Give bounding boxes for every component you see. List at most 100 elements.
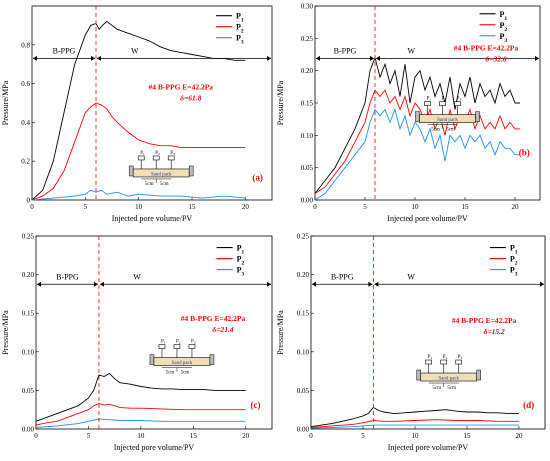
- phase-arrow-head: [97, 55, 101, 61]
- phase-arrow-head: [374, 281, 379, 287]
- panel-tag: (d): [523, 400, 534, 410]
- phase-arrow-head: [312, 281, 316, 287]
- y-axis-title: Pressure/MPa: [1, 310, 10, 355]
- pressure-tap-label: P1: [427, 97, 432, 102]
- plot-frame: [35, 235, 273, 430]
- x-tick-label: 10: [412, 432, 420, 440]
- sand-pack-schematic: P1 P2 P3 Sand pack 5cm 5cm: [415, 97, 480, 133]
- y-tick-label: 0.15: [301, 100, 314, 108]
- core-holder-outlet: [475, 111, 480, 122]
- series-line-p1: [31, 20, 246, 201]
- phase-label-bppg: B-PPG: [53, 46, 76, 55]
- legend-label: P3: [500, 32, 508, 44]
- y-tick-label: 0.05: [22, 387, 35, 395]
- y-tick-label: 0.15: [297, 310, 310, 318]
- core-holder-outlet: [209, 354, 215, 365]
- sand-pack-label: Sand pack: [437, 118, 458, 123]
- y-tick-label: 0.05: [301, 164, 314, 172]
- y-axis-title: Pressure/MPa: [276, 310, 285, 355]
- y-tick-label: 0.25: [297, 233, 310, 241]
- legend-label: P3: [236, 34, 244, 46]
- y-tick-label: 0.2: [21, 158, 30, 166]
- phase-arrow-head: [267, 55, 271, 61]
- y-axis-title: Pressure/MPa: [276, 80, 285, 125]
- condition-annotation: #4 B-PPG E=42.2Pa: [149, 82, 214, 91]
- pressure-gauge-box: [440, 359, 448, 365]
- pressure-gauge-box: [188, 344, 196, 349]
- series-line-p1: [314, 56, 520, 194]
- y-tick-label: 0.05: [297, 387, 310, 395]
- scale-label: 5cm: [166, 371, 175, 376]
- x-tick-label: 0: [309, 432, 313, 440]
- legend-label: P2: [237, 255, 245, 267]
- series-line-p2: [31, 102, 246, 201]
- series-line-p3: [35, 418, 246, 428]
- y-tick-label: 0: [27, 197, 31, 205]
- x-tick-label: 15: [464, 432, 472, 440]
- phase-arrow-head: [267, 281, 271, 287]
- y-tick-label: 0.15: [22, 310, 35, 318]
- x-tick-label: 0: [313, 203, 317, 211]
- x-tick-label: 15: [190, 432, 198, 440]
- core-holder-inlet: [128, 165, 134, 177]
- x-axis-title: Injected pore volume/PV: [388, 443, 469, 452]
- delta-annotation: δ=61.8: [180, 93, 201, 102]
- y-tick-label: 0.10: [297, 348, 310, 356]
- delta-annotation: δ=21.4: [212, 325, 233, 334]
- x-tick-label: 5: [363, 203, 367, 211]
- legend-label: P1: [236, 12, 244, 24]
- y-tick-label: 0.20: [301, 67, 314, 75]
- x-axis-title: Injected pore volume/PV: [114, 443, 195, 452]
- pressure-gauge-box: [158, 344, 166, 349]
- core-holder-outlet: [476, 369, 481, 381]
- phase-arrow-head: [316, 55, 320, 61]
- panel-tag: (b): [519, 147, 530, 157]
- panel-tag: (c): [250, 400, 260, 410]
- legend-label: P2: [500, 21, 508, 33]
- scale-label: 5cm: [447, 386, 456, 391]
- plot-frame: [31, 5, 273, 201]
- x-tick-label: 10: [412, 203, 420, 211]
- x-tick-label: 20: [516, 432, 524, 440]
- pressure-tap-label: P3: [458, 355, 463, 360]
- y-tick-label: 0.30: [301, 3, 314, 11]
- legend-label: P2: [236, 23, 244, 35]
- x-tick-label: 15: [189, 203, 197, 211]
- x-axis-title: Injected pore volume/PV: [112, 214, 193, 223]
- core-holder-inlet: [415, 111, 420, 122]
- legend-label: P1: [237, 244, 245, 256]
- x-tick-label: 20: [512, 203, 520, 211]
- pressure-gauge-box: [152, 155, 160, 161]
- y-tick-label: 0.25: [301, 35, 314, 43]
- phase-arrow-head: [535, 55, 539, 61]
- condition-annotation: #4 B-PPG E=42.2Pa: [452, 316, 517, 325]
- phase-label-water: W: [133, 272, 141, 281]
- scale-label: 5cm: [181, 371, 190, 376]
- phase-label-bppg: B-PPG: [334, 46, 357, 55]
- pressure-gauge-box: [455, 359, 463, 365]
- scale-label: 5cm: [431, 128, 440, 133]
- scale-label: 5cm: [446, 128, 455, 133]
- series-line-p2: [35, 403, 246, 426]
- sand-pack-schematic: P1 P2 P3 Sand pack 5cm 5cm: [149, 340, 215, 376]
- phase-arrow-head: [370, 55, 374, 61]
- y-tick-label: 0.10: [301, 132, 314, 140]
- core-holder-inlet: [149, 354, 155, 365]
- y-tick-label: 0.6: [21, 80, 30, 88]
- scale-label: 5cm: [432, 386, 441, 391]
- x-tick-label: 5: [361, 432, 365, 440]
- phase-arrow-head: [93, 281, 98, 287]
- y-tick-label: 0.00: [301, 197, 314, 205]
- phase-arrow-head: [91, 55, 95, 61]
- phase-label-bppg: B-PPG: [331, 272, 354, 281]
- pressure-tap-label: P1: [140, 151, 145, 156]
- legend-label: P1: [510, 244, 518, 256]
- phase-label-water: W: [407, 272, 415, 281]
- phase-arrow-head: [540, 281, 544, 287]
- pressure-gauge-box: [424, 101, 431, 106]
- y-tick-label: 0.10: [22, 348, 35, 356]
- x-axis-title: Injected pore volume/PV: [387, 214, 468, 223]
- x-tick-label: 0: [30, 203, 34, 211]
- plot-frame: [310, 235, 546, 430]
- phase-label-water: W: [408, 46, 416, 55]
